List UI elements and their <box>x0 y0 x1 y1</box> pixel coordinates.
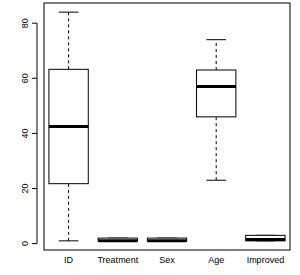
x-tick-label: ID <box>64 255 74 265</box>
y-tick-label: 80 <box>20 18 30 28</box>
x-tick-label: Improved <box>247 255 285 265</box>
lower-whisker <box>68 184 69 241</box>
plot-frame <box>44 3 290 250</box>
boxes <box>49 12 285 241</box>
y-tick <box>32 78 37 79</box>
x-tick-label: Sex <box>159 255 175 265</box>
x-tick-label: Age <box>208 255 224 265</box>
y-tick-label: 0 <box>20 241 30 246</box>
y-tick <box>32 243 37 244</box>
median <box>49 125 88 128</box>
y-tick-label: 20 <box>20 183 30 193</box>
upper-cap <box>206 39 226 40</box>
upper-cap <box>59 12 79 13</box>
y-tick <box>32 23 37 24</box>
box <box>147 238 186 241</box>
lower-whisker <box>216 117 217 180</box>
y-tick-label: 60 <box>20 73 30 83</box>
chart: 0 20 40 60 80 ID Treatment Sex Age Improved <box>0 0 300 275</box>
median <box>246 238 285 241</box>
upper-whisker <box>68 12 69 69</box>
box <box>49 69 88 183</box>
box <box>197 70 236 117</box>
lower-cap <box>59 240 79 241</box>
box <box>246 235 285 241</box>
median <box>98 239 137 242</box>
box <box>98 238 137 241</box>
upper-whisker <box>216 40 217 70</box>
y-tick <box>32 188 37 189</box>
lower-cap <box>206 180 226 181</box>
y-tick <box>32 133 37 134</box>
y-tick-label: 40 <box>20 128 30 138</box>
x-tick-label: Treatment <box>97 255 138 265</box>
median <box>147 239 186 242</box>
median <box>197 85 236 88</box>
